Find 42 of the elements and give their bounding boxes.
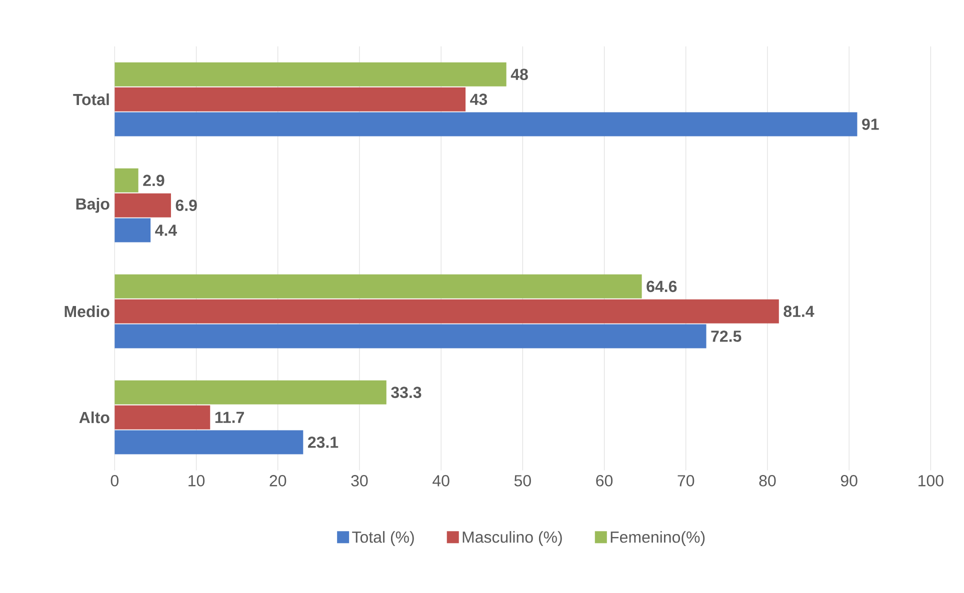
y-tick-label: Medio: [64, 305, 110, 318]
x-tick-label: 100: [918, 475, 944, 486]
x-tick-label: 50: [514, 475, 531, 486]
legend-label: Total (%): [352, 531, 414, 546]
bar: [114, 218, 151, 242]
legend-label: Masculino (%): [462, 531, 562, 546]
x-tick-label: 40: [432, 475, 450, 486]
data-label: 72.5: [711, 330, 742, 342]
x-tick-label: 90: [840, 475, 858, 486]
x-tick-label: 10: [188, 475, 205, 486]
x-tick-label: 20: [270, 475, 286, 486]
data-label: 4.4: [155, 224, 177, 236]
data-label: 64.6: [646, 280, 677, 292]
data-label: 91: [862, 118, 879, 130]
bar: [114, 193, 171, 218]
bar: [114, 405, 210, 430]
bar: [114, 112, 858, 136]
y-tick-label: Alto: [79, 411, 110, 424]
data-label: 81.4: [784, 306, 814, 317]
data-label: 6.9: [176, 200, 197, 211]
y-tick-label: Bajo: [76, 198, 110, 213]
x-tick-label: 70: [678, 475, 694, 486]
bar: [114, 380, 386, 404]
bar: [114, 168, 138, 192]
legend-label: Femenino(%): [610, 531, 705, 546]
data-label: 11.7: [215, 412, 244, 423]
bar: [114, 324, 706, 348]
bar: [114, 299, 779, 324]
x-tick-label: 80: [759, 475, 776, 486]
data-label: 43: [470, 94, 488, 106]
data-label: 2.9: [143, 174, 164, 186]
data-label: 33.3: [391, 386, 422, 398]
x-tick-label: 0: [110, 475, 118, 486]
x-tick-label: 60: [596, 475, 613, 486]
data-label: 48: [510, 68, 528, 80]
x-tick-label: 30: [351, 475, 368, 486]
bar: [114, 274, 642, 298]
y-tick-label: Total: [73, 93, 109, 106]
bar: [114, 87, 466, 112]
data-label: 23.1: [308, 436, 338, 448]
bar: [114, 62, 506, 86]
bar: [114, 430, 304, 454]
